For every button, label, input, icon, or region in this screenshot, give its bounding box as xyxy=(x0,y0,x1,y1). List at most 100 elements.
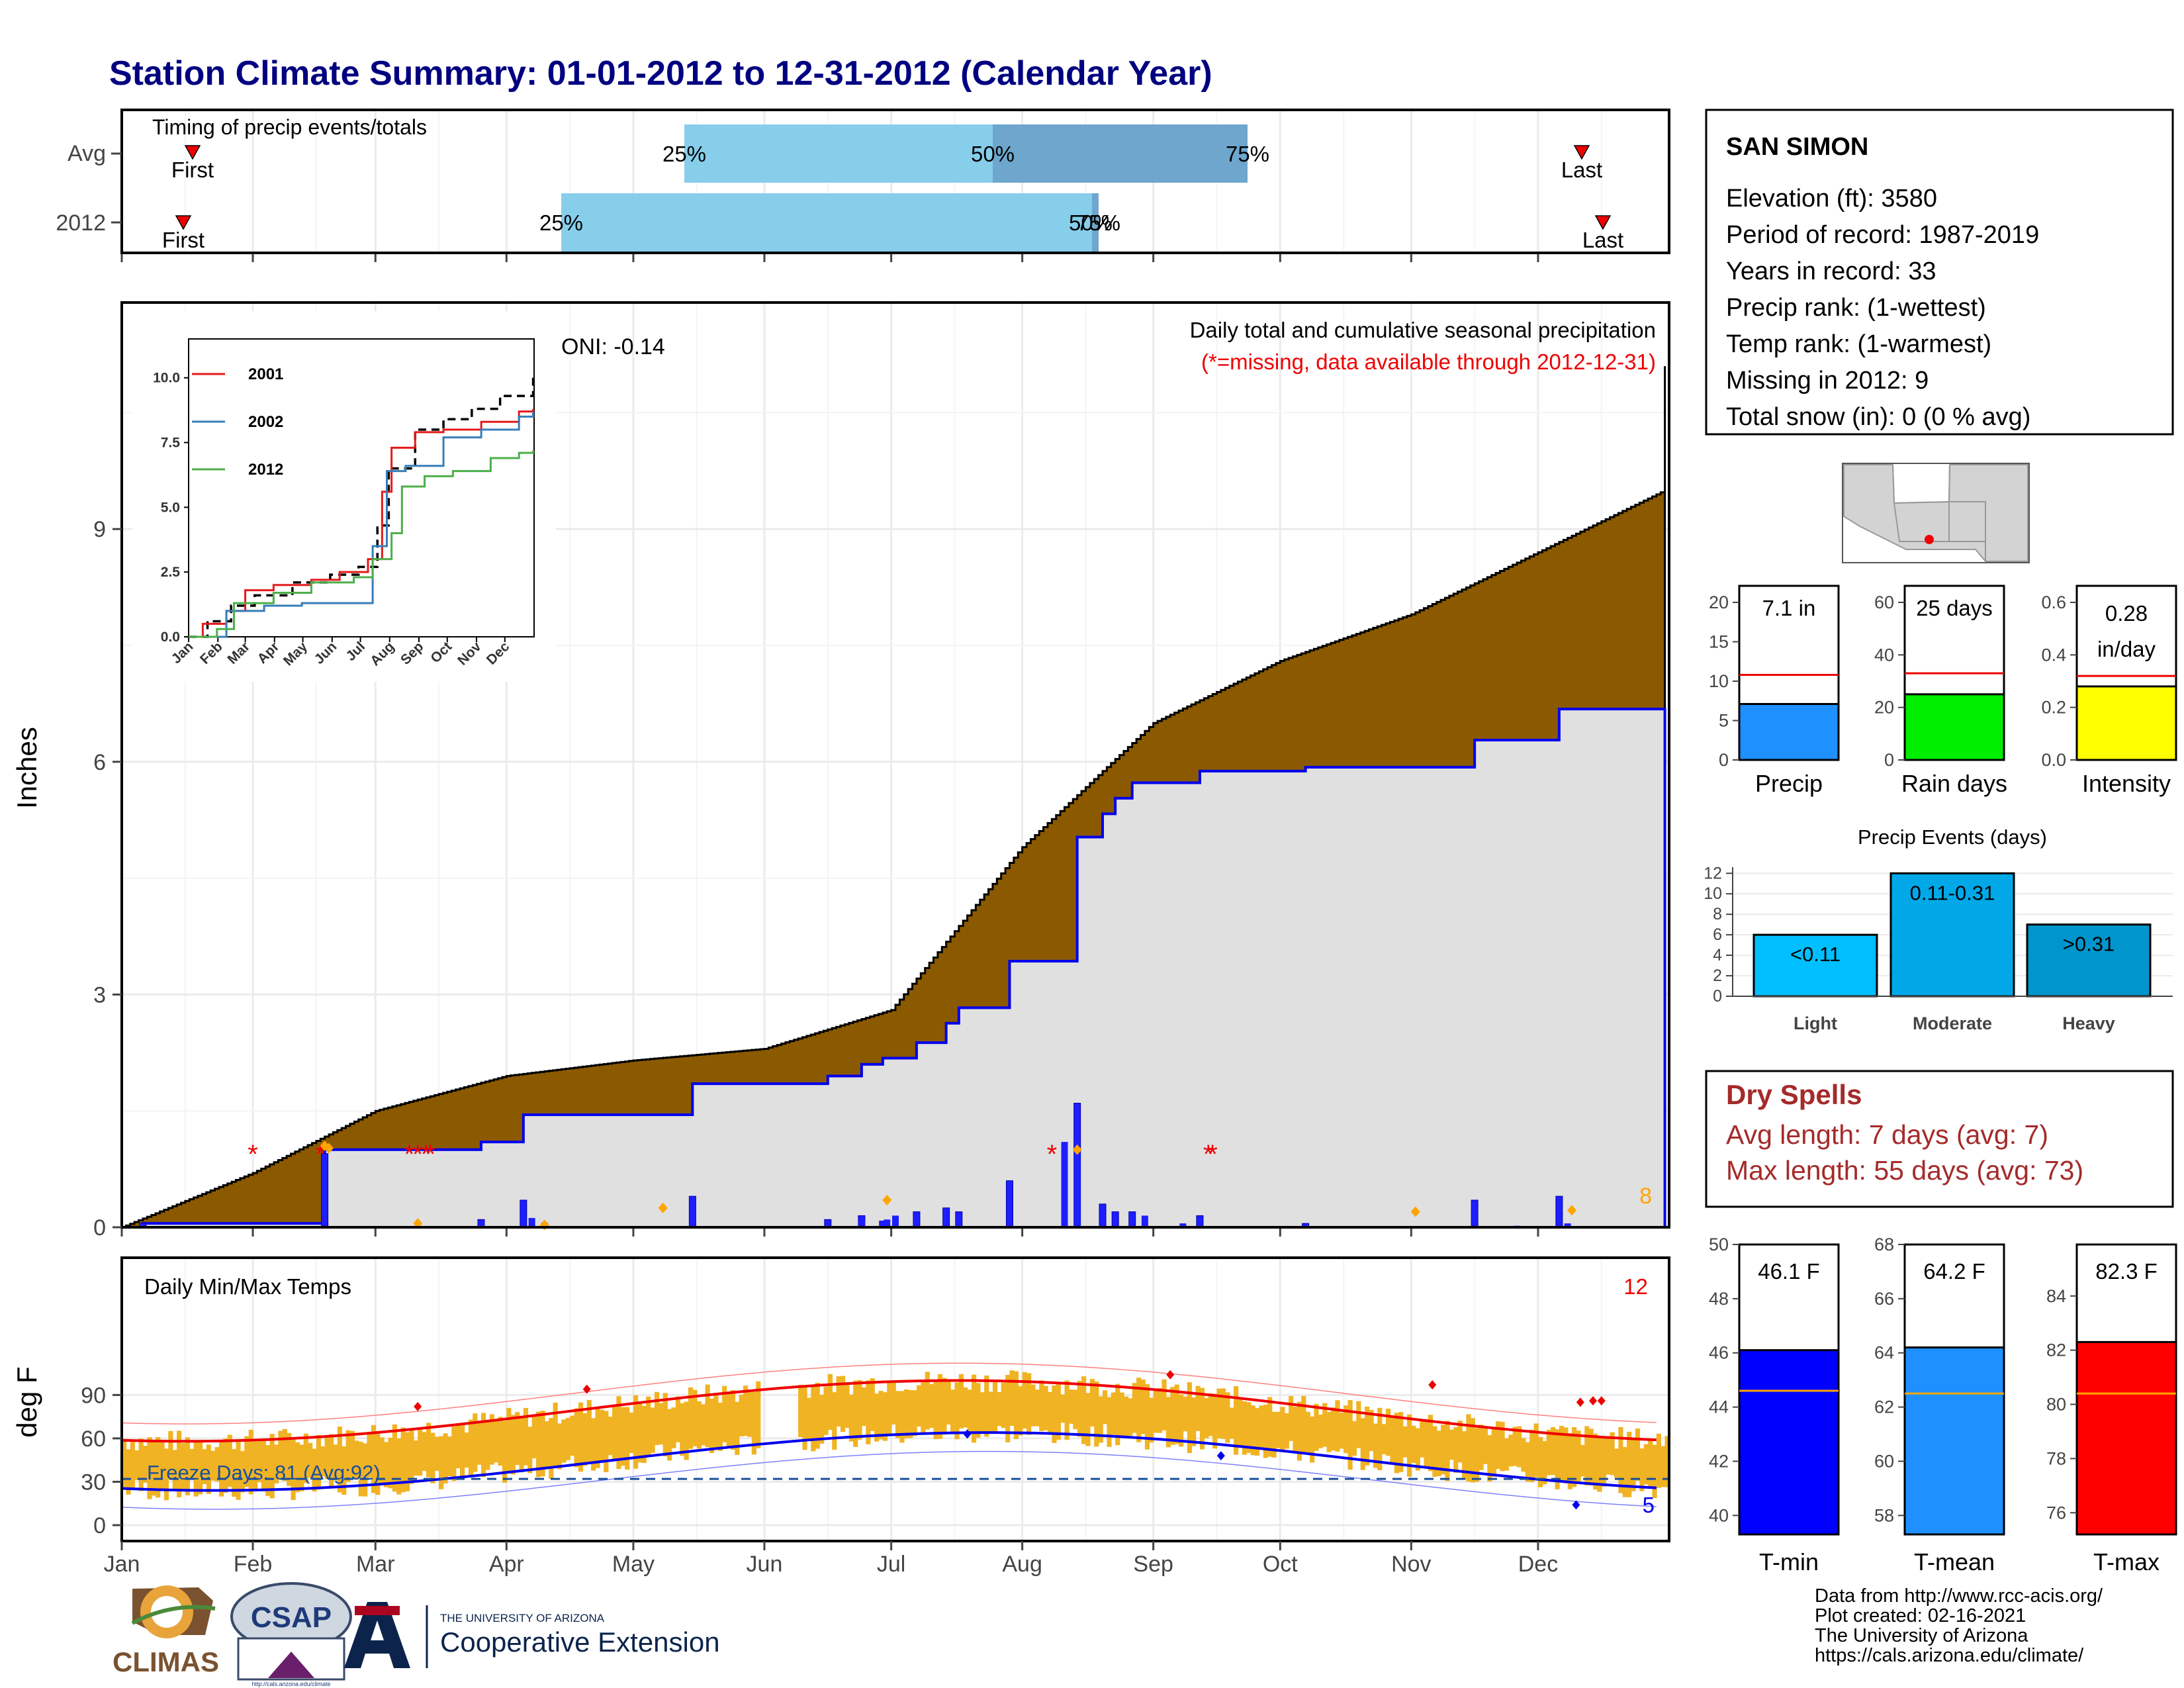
daily-temp-bar xyxy=(1567,1433,1572,1489)
daily-temp-bar xyxy=(434,1436,439,1471)
missing-marker: * xyxy=(421,1140,432,1169)
ua-big-text: Cooperative Extension xyxy=(440,1626,720,1658)
daily-temp-bar xyxy=(1402,1426,1408,1458)
inset-ytick-label: 5.0 xyxy=(161,500,180,515)
record-high-marker xyxy=(582,1384,591,1394)
temp-bar-t-max xyxy=(2075,1340,2177,1536)
daily-temp-bar xyxy=(853,1380,858,1447)
station-location-dot xyxy=(1925,535,1934,544)
daily-temp-bar xyxy=(460,1423,465,1479)
daily-temp-bar xyxy=(1111,1392,1116,1435)
avg-50-label: 50% xyxy=(971,142,1015,166)
missing-marker: * xyxy=(1207,1140,1218,1169)
daily-temp-bar xyxy=(1085,1393,1091,1446)
daily-temp-bar xyxy=(1013,1371,1019,1439)
daily-temp-bar xyxy=(1593,1433,1598,1490)
daily-temp-bar xyxy=(599,1409,605,1462)
events-ytick-label: 0 xyxy=(1713,987,1722,1006)
month-tick-label: Mar xyxy=(356,1552,395,1577)
daily-temp-bar xyxy=(363,1443,368,1497)
daily-temp-bar xyxy=(1119,1392,1124,1438)
temp-bar-label: T-max xyxy=(2093,1548,2160,1575)
daily-temp-bar xyxy=(811,1386,816,1452)
daily-temp-bar xyxy=(1318,1414,1323,1448)
daily-temp-bar xyxy=(375,1432,381,1495)
daily-temp-bar xyxy=(1457,1421,1463,1463)
climas-text: CLIMAS xyxy=(113,1646,219,1677)
daily-temp-bar xyxy=(1398,1412,1404,1472)
daily-temp-bar xyxy=(1275,1411,1281,1448)
daily-temp-bar xyxy=(933,1381,938,1439)
daily-temp-bar xyxy=(1588,1429,1594,1485)
daily-temp-bar xyxy=(608,1417,613,1456)
daily-temp-bar xyxy=(866,1380,871,1444)
daily-temp-bar xyxy=(1018,1385,1023,1436)
timing-row-avg: Avg xyxy=(68,141,106,166)
daily-temp-bar xyxy=(142,1446,148,1483)
temp-bar-ytick-label: 64 xyxy=(1874,1343,1894,1363)
temp-ytick-label: 60 xyxy=(81,1427,106,1452)
temperature-panel: 0 30 60 90 Jan Feb Mar Apr May Jun Jul Aug Sep Oct No… xyxy=(11,1256,1670,1577)
temperature-summary-bars: 40 42 44 46 48 50 46.1 F T-min 58 60 62 64 66 68 64.2 … xyxy=(1709,1235,2177,1575)
daily-temp-bar xyxy=(836,1376,841,1427)
temp-bar-ytick-label: 46 xyxy=(1709,1343,1729,1363)
daily-temp-bar xyxy=(887,1382,892,1434)
month-tick-label: Jan xyxy=(104,1552,140,1577)
daily-temp-bar xyxy=(1441,1425,1446,1475)
month-tick-label: Feb xyxy=(234,1552,273,1577)
month-tick-label: Jul xyxy=(877,1552,905,1577)
daily-temp-bar xyxy=(667,1409,672,1461)
temp-title: Daily Min/Max Temps xyxy=(144,1274,351,1299)
daily-temp-bar xyxy=(126,1449,131,1495)
daily-precip-bar xyxy=(1061,1142,1068,1227)
daily-temp-bar xyxy=(1635,1429,1641,1481)
oni-label: ONI: -0.14 xyxy=(561,334,665,359)
month-tick-label: Jun xyxy=(747,1552,783,1577)
daily-temp-bar xyxy=(392,1424,398,1492)
daily-precip-bar xyxy=(1073,1149,1081,1227)
temp-bar-ytick-label: 42 xyxy=(1709,1451,1729,1471)
daily-temp-bar xyxy=(988,1391,993,1433)
normal-min-line xyxy=(121,1431,1657,1492)
daily-temp-bar xyxy=(730,1389,736,1450)
daily-temp-bar xyxy=(646,1396,651,1457)
daily-temp-bar xyxy=(1347,1400,1353,1470)
daily-temp-bar xyxy=(349,1430,355,1478)
daily-temp-bar xyxy=(840,1376,846,1432)
events-category-label: Light xyxy=(1794,1013,1837,1033)
daily-temp-bar xyxy=(620,1407,625,1466)
mini-bar-ytick-label: 0 xyxy=(1884,750,1894,770)
daily-temp-bar xyxy=(1394,1413,1399,1474)
daily-temp-bar xyxy=(946,1381,951,1425)
footer-line: Plot created: 02-16-2021 xyxy=(1815,1605,2026,1626)
avg-last-marker xyxy=(1573,145,1590,160)
daily-temp-bar xyxy=(329,1434,334,1489)
daily-temp-bar xyxy=(688,1387,694,1449)
daily-temp-bar xyxy=(726,1392,731,1447)
record-high-marker xyxy=(1589,1396,1598,1406)
daily-temp-bar xyxy=(214,1447,220,1482)
month-tick-label: Aug xyxy=(1002,1552,1042,1577)
station-line: Missing in 2012: 9 xyxy=(1726,367,1929,395)
daily-temp-bar xyxy=(1356,1401,1361,1448)
daily-temp-bar xyxy=(384,1442,389,1487)
daily-temp-bar xyxy=(1351,1421,1357,1456)
daily-temp-bar xyxy=(675,1396,681,1442)
daily-temp-bar xyxy=(1504,1438,1510,1471)
daily-temp-bar xyxy=(324,1437,330,1479)
avg-25-50-bar xyxy=(684,124,993,183)
daily-temp-bar xyxy=(291,1437,296,1501)
daily-temp-bar xyxy=(1656,1433,1662,1488)
daily-temp-bar xyxy=(735,1401,740,1455)
daily-temp-bar xyxy=(320,1446,326,1477)
y2012-cumulative-area xyxy=(122,708,1666,1229)
daily-temp-bar xyxy=(156,1436,161,1498)
precip-ytick-label: 3 xyxy=(93,982,106,1008)
y2012-25-50-bar xyxy=(561,193,1092,252)
daily-precip-bar xyxy=(1128,1211,1136,1228)
daily-temp-bar xyxy=(1310,1416,1315,1463)
record-high-marker xyxy=(1576,1397,1584,1407)
daily-temp-bar xyxy=(1165,1397,1171,1448)
daily-temp-bar xyxy=(163,1448,169,1501)
mini-bar-ytick-label: 0.0 xyxy=(2041,750,2066,770)
